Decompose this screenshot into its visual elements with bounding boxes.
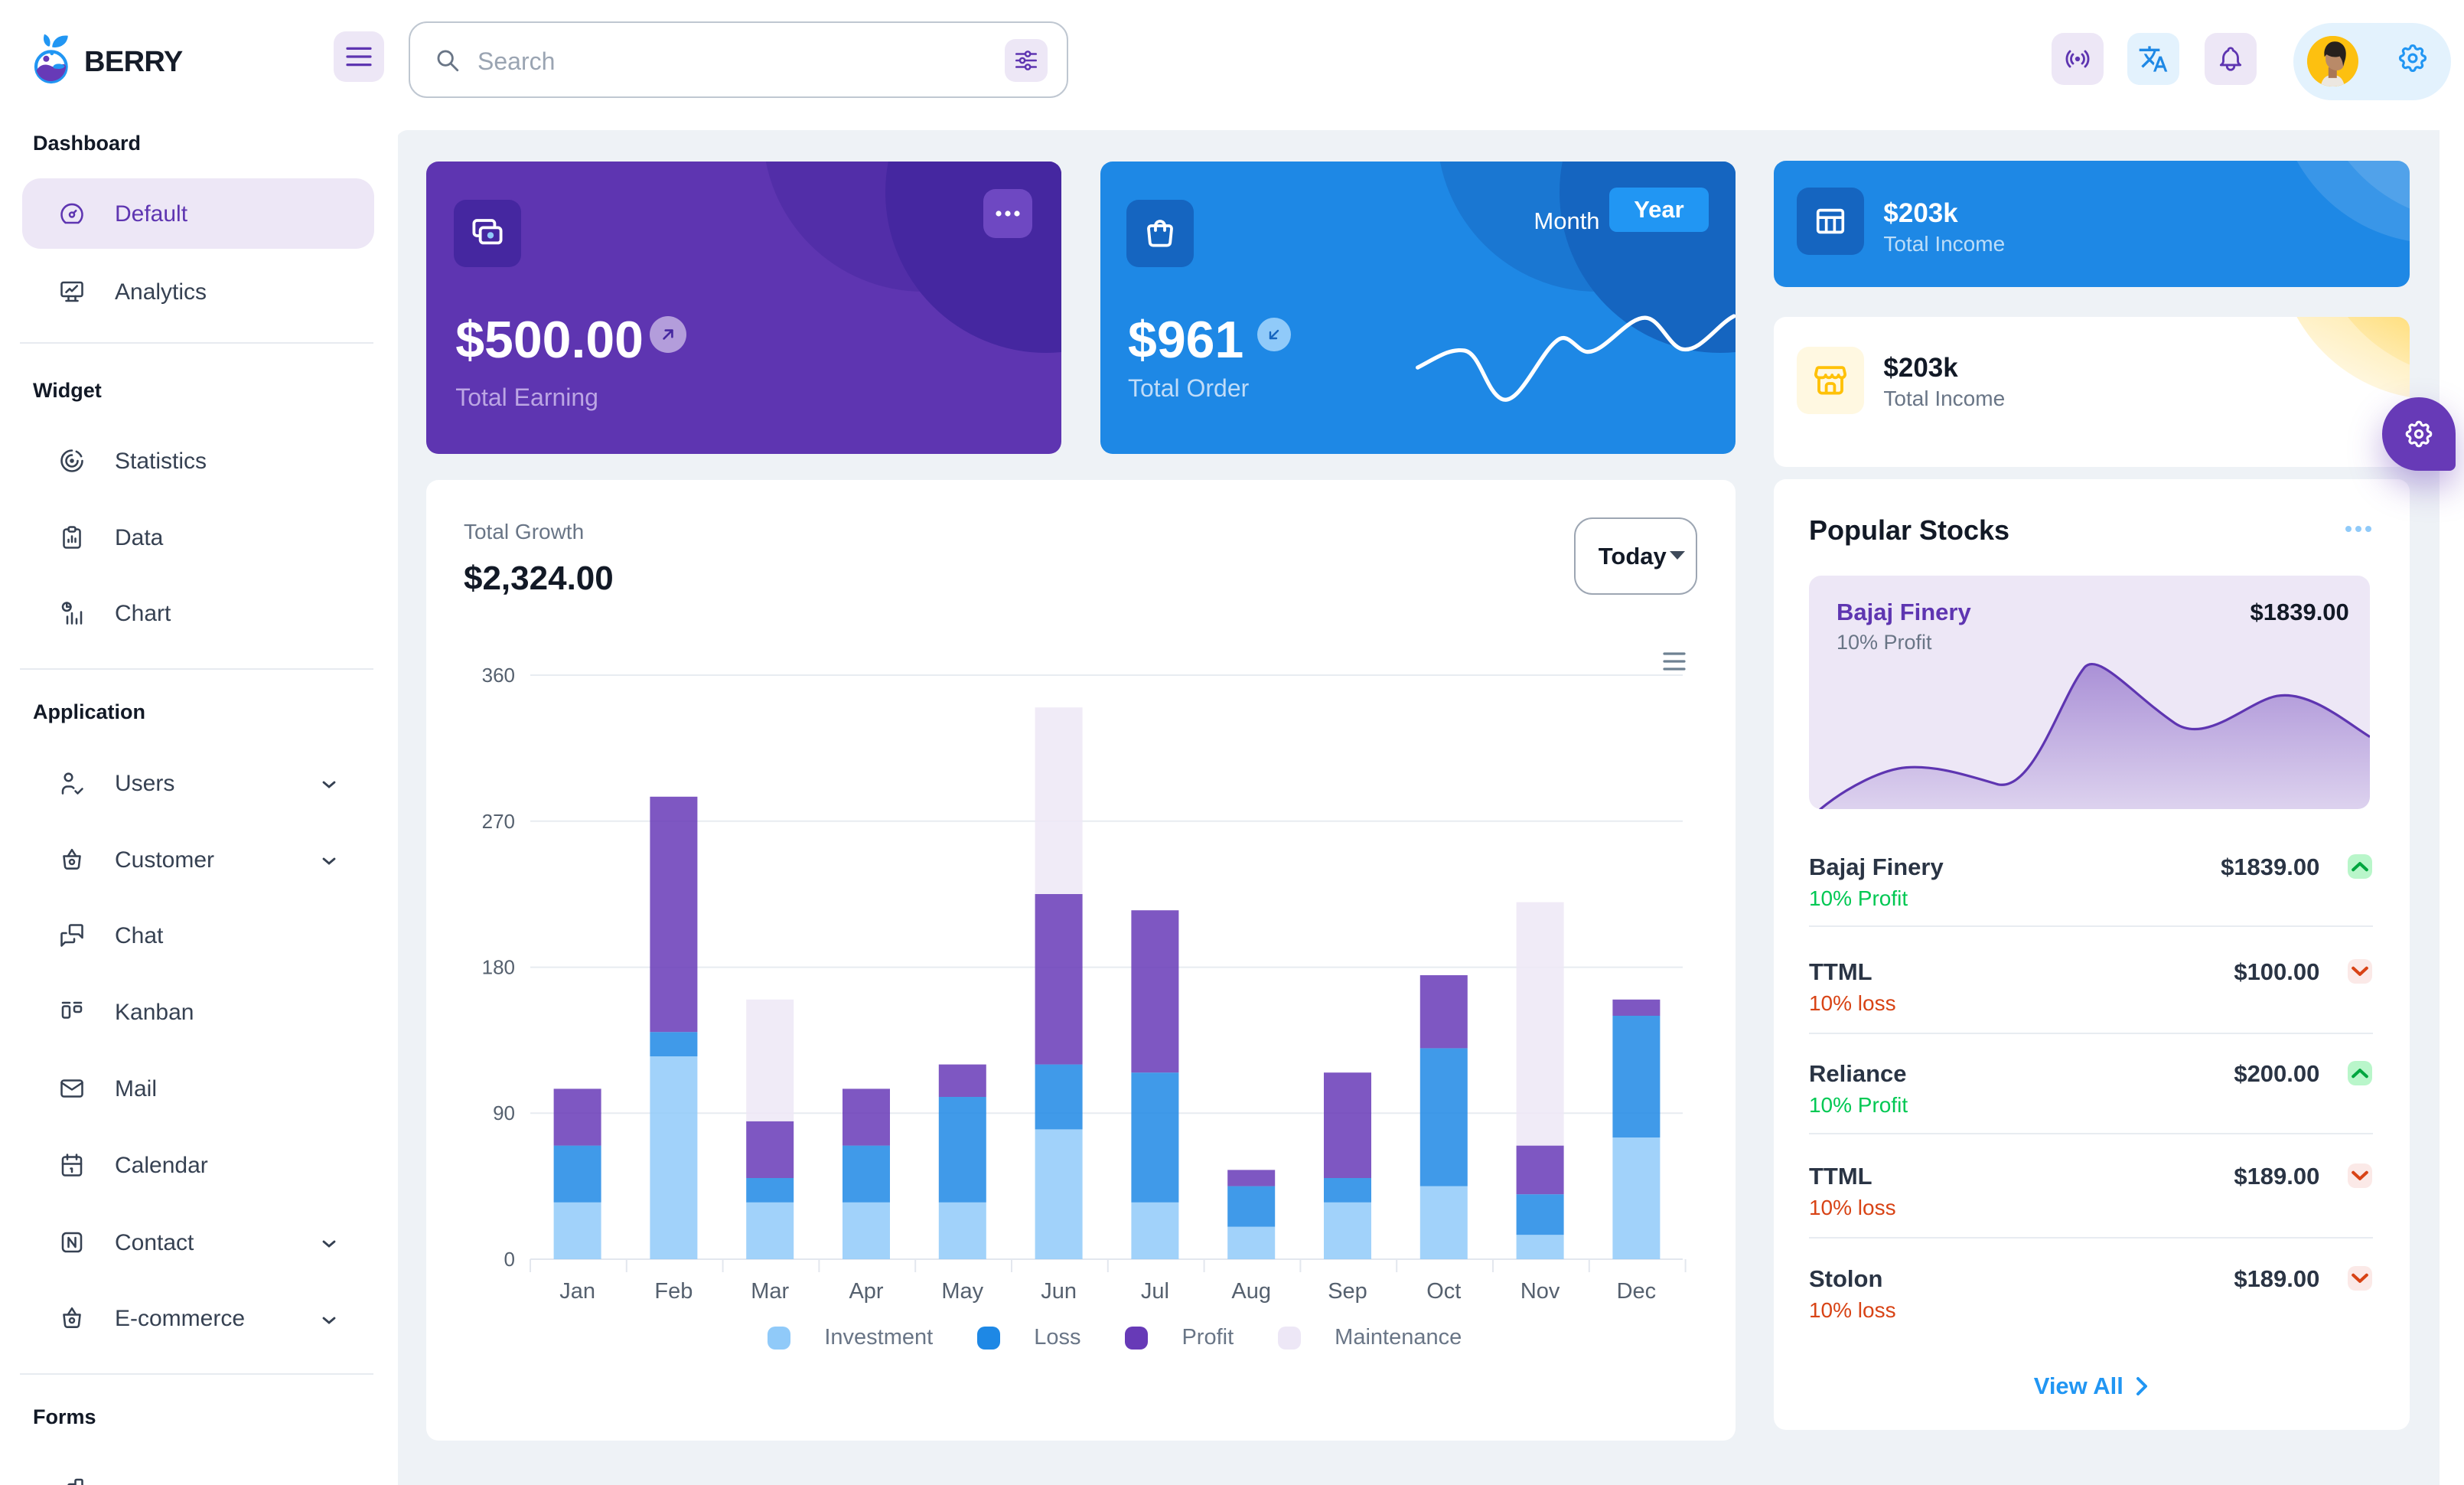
svg-text:Jun: Jun xyxy=(1041,1279,1077,1304)
svg-text:Feb: Feb xyxy=(654,1279,693,1304)
svg-text:Dec: Dec xyxy=(1616,1279,1656,1304)
svg-text:360: 360 xyxy=(481,664,514,687)
svg-text:Apr: Apr xyxy=(849,1279,883,1304)
svg-text:Aug: Aug xyxy=(1231,1279,1271,1304)
svg-text:90: 90 xyxy=(493,1102,515,1124)
svg-text:Sep: Sep xyxy=(1328,1279,1367,1304)
svg-text:Jan: Jan xyxy=(559,1279,595,1304)
svg-text:180: 180 xyxy=(481,956,514,979)
svg-text:Mar: Mar xyxy=(751,1279,789,1304)
svg-text:270: 270 xyxy=(481,810,514,833)
svg-text:Oct: Oct xyxy=(1426,1279,1461,1304)
svg-text:May: May xyxy=(941,1279,983,1304)
svg-text:0: 0 xyxy=(504,1248,514,1271)
svg-text:Jul: Jul xyxy=(1141,1279,1169,1304)
svg-text:Nov: Nov xyxy=(1520,1279,1560,1304)
